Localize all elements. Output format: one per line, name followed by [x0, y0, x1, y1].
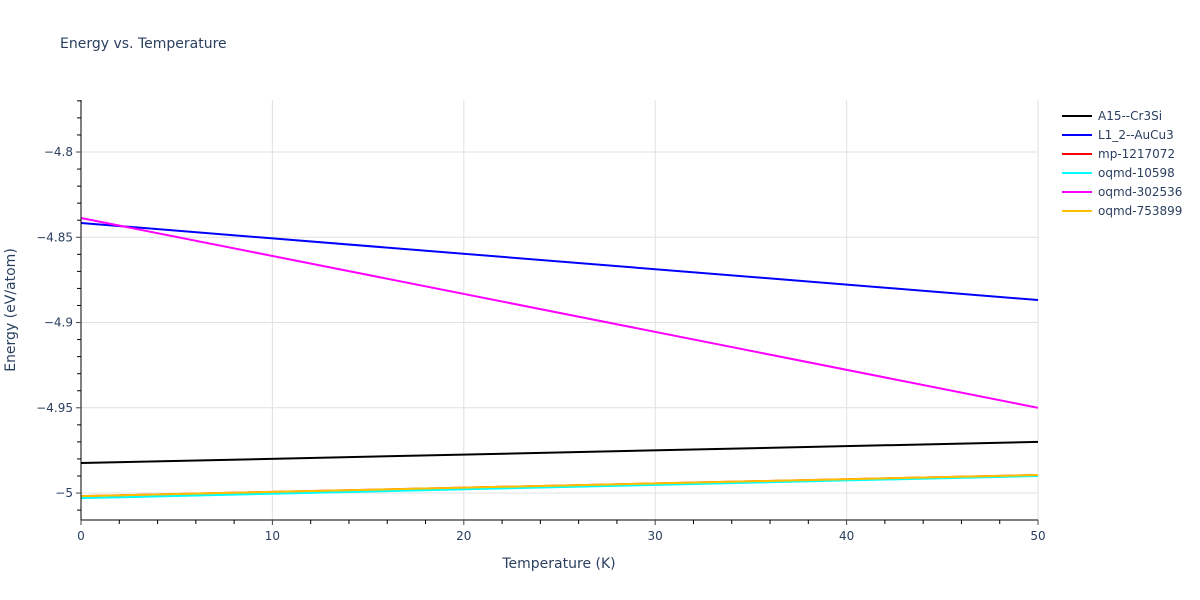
y-tick-label: −4.9	[44, 316, 73, 330]
legend-line-icon	[1062, 152, 1092, 155]
series-line-oqmd-302536	[80, 217, 1039, 409]
legend-label: A15--Cr3Si	[1098, 108, 1163, 123]
x-tick-label: 50	[1030, 529, 1045, 543]
series-line-oqmd-753899	[80, 473, 1039, 498]
series-lines	[80, 217, 1039, 500]
x-tick-label: 30	[648, 529, 663, 543]
legend-line-icon	[1062, 171, 1092, 174]
legend-item[interactable]: oqmd-10598	[1062, 163, 1182, 182]
legend-line-icon	[1062, 133, 1092, 136]
y-tick-label: −4.95	[36, 401, 73, 415]
chart-title: Energy vs. Temperature	[60, 36, 227, 52]
legend-line-icon	[1062, 209, 1092, 212]
y-axis-title: Energy (eV/atom)	[3, 248, 19, 372]
legend-item[interactable]: A15--Cr3Si	[1062, 106, 1182, 125]
x-tick-label: 0	[77, 529, 85, 543]
series-line-oqmd-10598	[80, 475, 1039, 500]
series-line-A15--Cr3Si	[80, 440, 1039, 465]
legend-item[interactable]: mp-1217072	[1062, 144, 1182, 163]
x-tick-label: 40	[839, 529, 854, 543]
series-line-L1_2--AuCu3	[80, 221, 1039, 302]
axes: 0 10 20 30 40 50 −5 −4.95 −4.9 −4.85 −4.8	[36, 100, 1046, 543]
legend-line-icon	[1062, 114, 1092, 117]
x-tick-label: 20	[456, 529, 471, 543]
legend-label: mp-1217072	[1098, 146, 1176, 161]
y-tick-label: −4.8	[44, 145, 73, 159]
y-tick-label: −5	[55, 486, 73, 500]
legend-item[interactable]: oqmd-302536	[1062, 182, 1182, 201]
legend-label: L1_2--AuCu3	[1098, 127, 1174, 142]
legend-label: oqmd-302536	[1098, 184, 1183, 199]
gridlines	[81, 100, 1039, 520]
legend-item[interactable]: oqmd-753899	[1062, 201, 1182, 220]
legend-line-icon	[1062, 190, 1092, 193]
legend-item[interactable]: L1_2--AuCu3	[1062, 125, 1182, 144]
legend: A15--Cr3Si L1_2--AuCu3 mp-1217072 oqmd-1059…	[1062, 106, 1182, 220]
y-tick-label: −4.85	[36, 230, 73, 244]
legend-label: oqmd-10598	[1098, 165, 1175, 180]
x-tick-label: 10	[265, 529, 280, 543]
x-axis-title: Temperature (K)	[501, 556, 615, 572]
legend-label: oqmd-753899	[1098, 203, 1183, 218]
